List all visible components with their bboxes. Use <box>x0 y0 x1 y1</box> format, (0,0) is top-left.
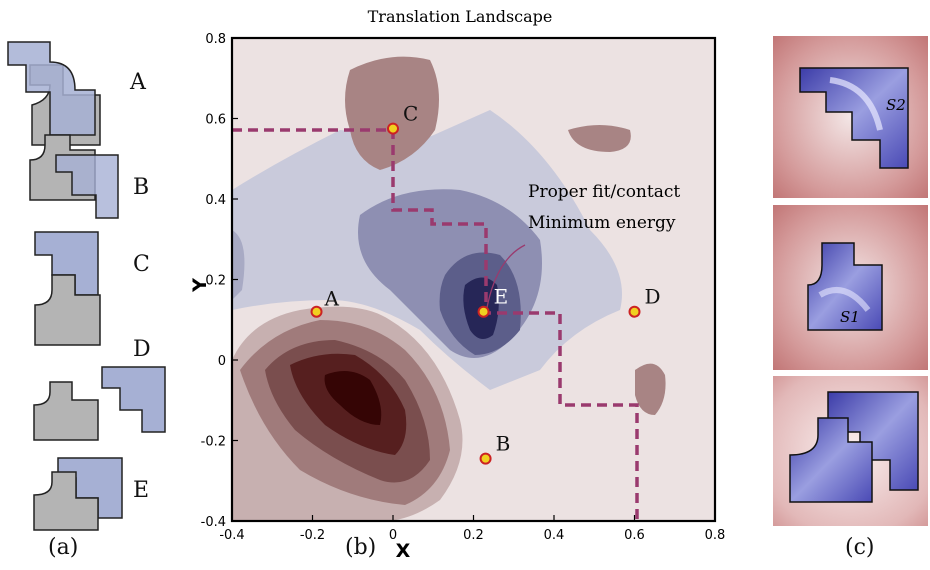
minimum-energy-path <box>232 128 639 521</box>
config-label-c: C <box>133 252 150 277</box>
axis-ticks: -0.4 -0.2 0 0.2 0.4 0.6 0.8 -0.4 -0.2 0 0.2 0.4 0.6 0… <box>201 32 726 543</box>
y-tick-label: 0.8 <box>205 32 226 47</box>
x-tick-label: -0.2 <box>300 528 325 543</box>
labeled-points: A B C D E <box>310 102 661 465</box>
panel-a-configurations: A B C D E (a) <box>0 0 200 566</box>
config-e-shapes <box>33 457 123 531</box>
point-label-d: D <box>645 285 661 309</box>
energy-field-images: S2 S1 <box>773 36 928 526</box>
config-label-b: B <box>133 175 150 200</box>
x-tick-label: 0.6 <box>624 528 645 543</box>
label-s1: S1 <box>840 308 860 326</box>
x-tick-label: 0.2 <box>463 528 484 543</box>
annotation-proper-fit: Proper fit/contact <box>528 182 680 202</box>
panel-c-caption: (c) <box>845 535 875 560</box>
x-axis-label: X <box>396 540 411 562</box>
y-tick-label: 0.4 <box>205 193 226 208</box>
chart-title: Translation Landscape <box>368 7 553 26</box>
point-marker-e <box>477 305 490 318</box>
point-marker-b <box>479 452 492 465</box>
point-label-c: C <box>403 102 418 126</box>
panel-b-landscape: -0.4 -0.2 0 0.2 0.4 0.6 0.8 -0.4 -0.2 0 0.2 0.4 0.6 0… <box>189 0 750 566</box>
contour-fill <box>232 38 715 521</box>
configuration-shapes <box>7 41 166 531</box>
annotation-minimum-energy: Minimum energy <box>528 213 676 233</box>
config-d-shapes <box>33 366 166 441</box>
config-a-shapes <box>7 41 101 146</box>
point-label-a: A <box>324 287 340 311</box>
config-b-shapes <box>29 134 119 219</box>
panel-a-caption: (a) <box>48 535 79 560</box>
y-tick-label: -0.2 <box>201 435 226 450</box>
point-marker-c <box>387 122 399 135</box>
config-c-shapes <box>34 231 101 346</box>
y-tick-label: 0 <box>218 354 226 369</box>
field-image-combined <box>773 376 928 526</box>
y-tick-label: -0.4 <box>201 515 226 530</box>
panel-b-caption: (b) <box>345 535 377 560</box>
field-image-s2 <box>773 36 928 198</box>
point-marker-d <box>628 305 641 318</box>
y-tick-label: 0.2 <box>205 274 226 289</box>
x-tick-label: 0 <box>389 528 397 543</box>
y-tick-label: 0.6 <box>205 113 226 128</box>
annotation-arrow <box>485 244 526 314</box>
point-label-b: B <box>496 432 511 456</box>
point-label-e: E <box>494 285 509 309</box>
x-tick-label: 0.8 <box>705 528 726 543</box>
panel-c-energy-fields: S2 S1 (c) <box>760 0 930 566</box>
landscape-chart: -0.4 -0.2 0 0.2 0.4 0.6 0.8 -0.4 -0.2 0 0.2 0.4 0.6 0… <box>189 7 726 562</box>
x-tick-label: 0.4 <box>544 528 565 543</box>
x-tick-label: -0.4 <box>219 528 244 543</box>
y-axis-label: Y <box>190 278 211 293</box>
label-s2: S2 <box>886 96 906 114</box>
config-label-a: A <box>130 70 146 95</box>
field-image-s1 <box>773 205 928 370</box>
config-label-d: D <box>133 337 151 362</box>
config-label-e: E <box>133 478 150 503</box>
point-marker-a <box>310 305 323 318</box>
